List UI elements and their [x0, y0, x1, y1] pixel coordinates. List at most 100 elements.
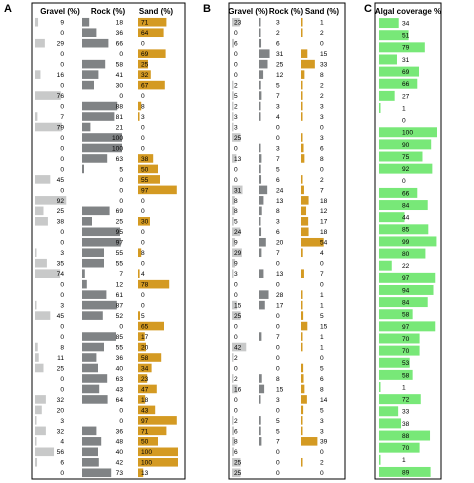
panel-a-gravel-bar: [35, 395, 46, 404]
panel-b-sand-bar: [301, 91, 303, 100]
panel-b-gravel-value: 25: [234, 470, 242, 477]
panel-a-sand-value: 13: [141, 470, 149, 477]
panel-b-rock-value: 3: [276, 145, 280, 152]
panel-a-rock-value: 43: [116, 386, 124, 393]
panel-b-rock-value: 3: [276, 219, 280, 226]
panel-a-rock-bar: [82, 59, 106, 69]
panel-b-gravel-bar: [232, 416, 234, 425]
panel-c-algae-bar: [379, 151, 423, 162]
panel-a-gravel-value: 0: [60, 229, 64, 236]
panel-b-gravel-value: 0: [234, 334, 238, 341]
panel-a-gravel-value: 0: [60, 62, 64, 69]
panel-b-gravel-value: 2: [234, 83, 238, 90]
panel-a-sand-value: 8: [141, 103, 145, 110]
panel-b-gravel-bar: [232, 353, 234, 362]
panel-b-rock-bar: [259, 38, 262, 48]
panel-c-algae-bar: [379, 333, 420, 344]
panel-b-sand-value: 6: [320, 145, 324, 152]
panel-a-gravel-value: 0: [60, 282, 64, 289]
panel-a-gravel-bar: [35, 196, 67, 205]
panel-a-gravel-bar: [35, 416, 37, 425]
panel-a-rock-value: 55: [116, 344, 124, 351]
panel-b-sand-value: 14: [320, 397, 328, 404]
panel-a-rock-value: 21: [116, 124, 124, 131]
panel-a-gravel-bar: [35, 91, 61, 100]
panel-a-sand-value: 17: [141, 334, 149, 341]
panel-c-algae-value: 99: [402, 239, 410, 246]
panel-b-rock-bar: [259, 395, 261, 404]
panel-b-gravel-value: 2: [234, 418, 238, 425]
panel-a-rock-bar: [82, 342, 104, 352]
panel-a-rock-value: 52: [116, 313, 124, 320]
panel-a-gravel-value: 11: [57, 355, 64, 362]
panel-a-rock-bar: [82, 269, 85, 278]
panel-b-gravel-value: 16: [234, 386, 242, 393]
panel-b-rock-value: 8: [276, 376, 280, 383]
panel-c-algae-bar: [379, 284, 434, 295]
panel-a-sand-value: 4: [141, 271, 145, 278]
panel-b-sand-bar: [301, 206, 307, 216]
panel-a-rock-bar: [82, 447, 98, 457]
panel-b-sand-bar: [301, 227, 309, 237]
panel-a-sand-value: 0: [141, 145, 145, 152]
panel-b-rock-bar: [259, 59, 268, 69]
panel-b-rock-value: 3: [276, 103, 280, 110]
panel-a-sand-bar: [138, 437, 158, 446]
panel-a-rock-value: 63: [116, 376, 124, 383]
panel-a-rock-bar: [82, 300, 117, 310]
panel-b-sand-value: 0: [320, 261, 324, 268]
panel-b-sand-bar: [301, 143, 304, 153]
panel-a-gravel-value: 0: [60, 83, 64, 90]
panel-c-algae-value: 97: [402, 324, 410, 331]
panel-a-sand-header: Sand (%): [139, 7, 174, 16]
panel-a-rock-value: 0: [119, 323, 123, 330]
panel-a-frame: [31, 2, 186, 480]
panel-b-rock-bar: [259, 80, 261, 90]
panel-b-rock-bar: [259, 416, 261, 425]
panel-c-algae-value: 66: [402, 190, 410, 197]
panel-a-gravel-value: 76: [57, 93, 65, 100]
panel-c-algae-value: 66: [402, 81, 410, 88]
panel-b-gravel-value: 5: [234, 219, 238, 226]
panel-a-gravel-value: 92: [57, 198, 65, 205]
panel-a-sand-bar: [138, 468, 144, 478]
panel-a-sand-value: 0: [141, 124, 145, 131]
panel-c-algae-value: 70: [402, 445, 410, 452]
panel-b-rock-bar: [259, 290, 269, 299]
panel-a-rock-bar: [82, 217, 92, 226]
panel-c-algae-bar: [379, 454, 381, 465]
panel-b-gravel-value: 25: [234, 135, 242, 142]
panel-a-rock-value: 36: [116, 428, 124, 435]
panel-b-gravel-value: 0: [234, 292, 238, 299]
panel-b-gravel-value: 24: [234, 229, 242, 236]
panel-a-sand-bar: [138, 457, 178, 467]
panel-c-algae-bar: [379, 54, 397, 65]
panel-b-gravel-bar: [232, 300, 238, 310]
panel-b-sand-bar: [301, 405, 304, 415]
panel-a-sand-bar: [138, 447, 178, 457]
panel-b-sand-bar: [301, 374, 304, 383]
panel-b-gravel-bar: [232, 206, 235, 216]
panel-c-algae-bar: [379, 345, 420, 356]
panel-c-algae-value: 84: [402, 299, 410, 306]
panel-a-sand-bar: [138, 112, 140, 121]
panel-b-sand-value: 8: [320, 156, 324, 163]
panel-b-gravel-bar: [232, 227, 241, 237]
panel-a-rock-value: 63: [116, 156, 124, 163]
panel-b-sand-value: 0: [320, 282, 324, 289]
panel-b-rock-value: 0: [276, 449, 280, 456]
panel-a-gravel-value: 0: [60, 103, 64, 110]
panel-c-letter: C: [364, 3, 372, 15]
panel-a-gravel-value: 45: [57, 313, 65, 320]
panel-b-gravel-bar: [232, 437, 235, 446]
panel-b-sand-value: 8: [320, 386, 324, 393]
panel-a-rock-value: 12: [116, 282, 124, 289]
panel-b-rock-value: 6: [276, 229, 280, 236]
panel-a-gravel-header: Gravel (%): [40, 7, 80, 16]
panel-a-gravel-bar: [35, 405, 42, 415]
panel-a-gravel-value: 0: [60, 51, 64, 58]
panel-c-algae-bar: [379, 42, 425, 53]
panel-b-gravel-bar: [232, 101, 234, 111]
panel-b-gravel-value: 42: [234, 344, 242, 351]
